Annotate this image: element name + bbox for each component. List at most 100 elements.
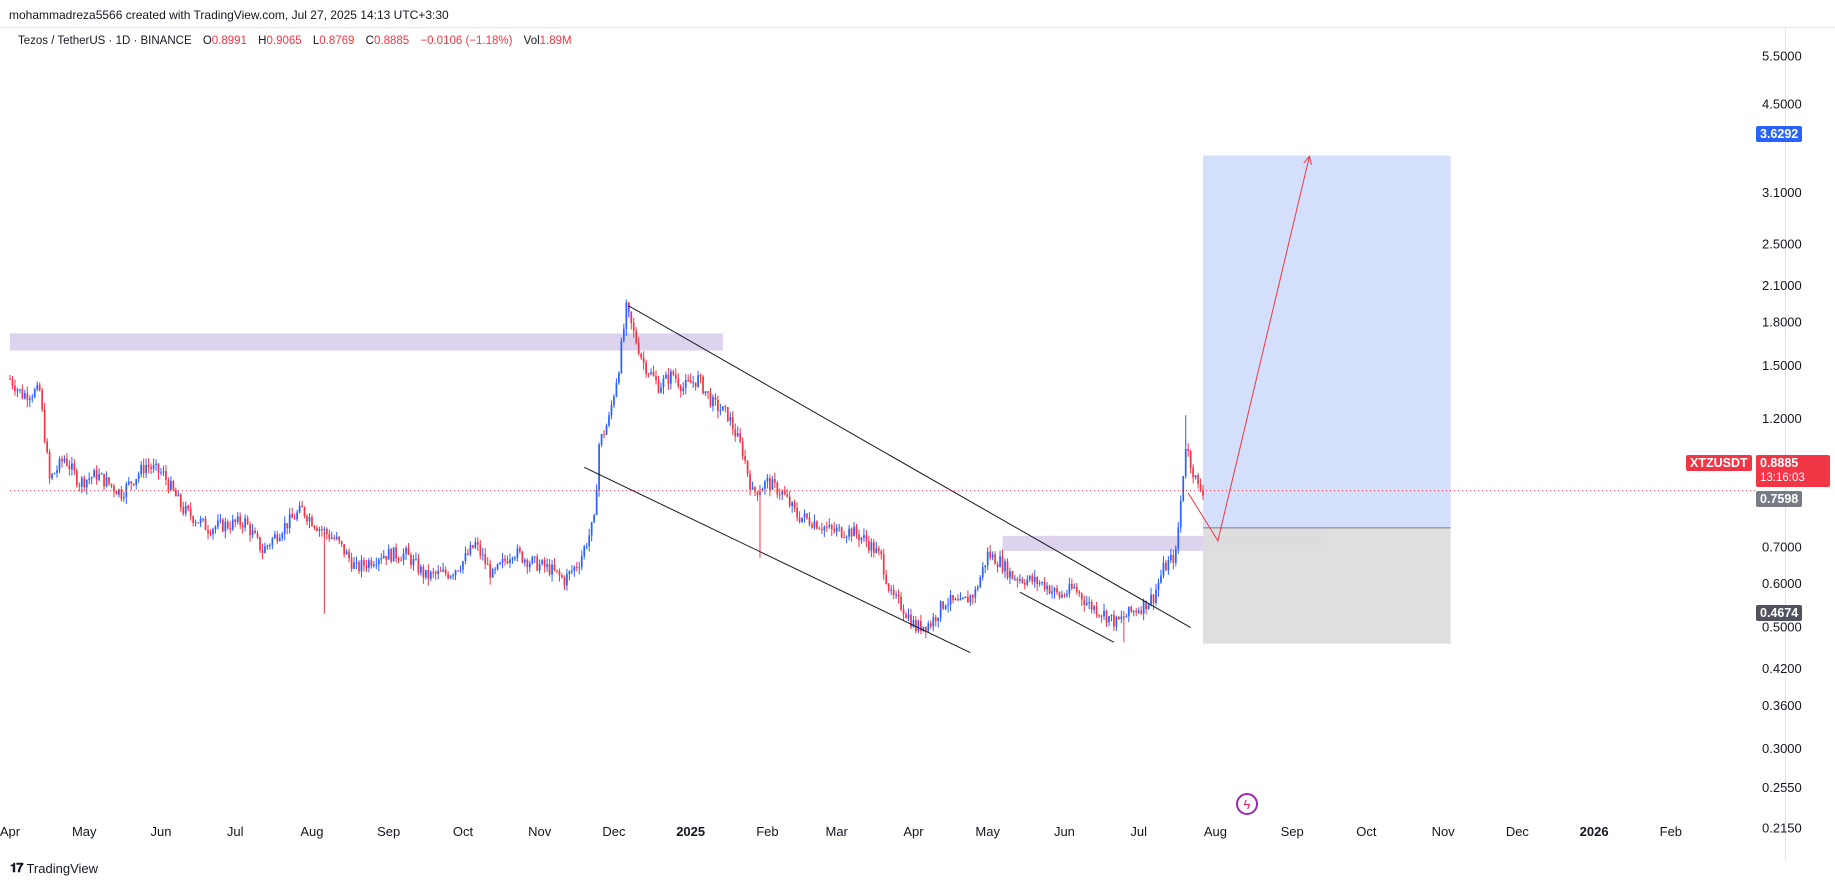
candle-body (301, 505, 303, 508)
candle-body (46, 441, 48, 453)
candle-body (1021, 579, 1024, 583)
candle-body (798, 517, 801, 522)
last-price-tag: 0.8885 13:16:03 (1756, 455, 1830, 487)
candle-body (825, 526, 828, 528)
candle-body (365, 565, 368, 568)
candle-body (900, 596, 902, 610)
candle-body (313, 526, 316, 528)
candle-body (964, 596, 967, 599)
candle-body (729, 417, 732, 421)
candle-body (872, 542, 875, 553)
candle-body (1194, 475, 1197, 478)
candle-body (61, 458, 63, 462)
candle-body (271, 538, 274, 545)
candle-body (603, 434, 605, 436)
candle-body (848, 528, 850, 537)
candle-body (816, 521, 818, 529)
candle-body (303, 507, 306, 517)
candle-body (1157, 582, 1160, 590)
candle-body (786, 494, 789, 497)
time-tick-label: Apr (903, 824, 924, 839)
candle-body (915, 620, 917, 632)
candle-body (736, 433, 739, 437)
chart-pane[interactable] (10, 28, 1786, 860)
candle-body (427, 570, 430, 579)
time-tick-label: Feb (1660, 824, 1682, 839)
candle-body (38, 384, 41, 391)
candle-body (41, 390, 44, 410)
candle-body (801, 517, 803, 522)
time-tick-label: 2026 (1580, 824, 1609, 839)
price-tick-label: 0.3000 (1762, 741, 1802, 756)
candle-body (533, 556, 536, 558)
candle-body (647, 373, 650, 375)
candle-body (1090, 602, 1093, 610)
candle-body (1199, 483, 1202, 491)
candle-body (1051, 591, 1053, 594)
candle-body (1177, 527, 1180, 550)
candle-body (1142, 600, 1145, 614)
candle-body (637, 342, 640, 354)
candle-body (912, 620, 915, 627)
price-axis[interactable]: 5.5000 4.5000 3.1000 2.5000 2.1000 1.8000 1.50… (1762, 49, 1802, 836)
time-axis[interactable]: Apr May Jun Jul Aug Sep Oct Nov Dec 2025 Feb Mar Apr… (0, 824, 1682, 839)
candle-body (766, 477, 769, 482)
candle-body (662, 378, 665, 388)
candle-body (484, 554, 487, 564)
time-tick-label: Aug (1204, 824, 1227, 839)
candle-body (1006, 561, 1009, 578)
candle-body (1137, 610, 1140, 613)
candle-body (892, 589, 895, 595)
candle-body (217, 520, 219, 527)
candle-body (1011, 571, 1014, 580)
candle-body (608, 415, 610, 426)
candle-body (127, 481, 130, 484)
candle-body (1115, 616, 1118, 627)
candle-body (1162, 562, 1165, 576)
candle-body (397, 558, 400, 560)
candle-body (249, 524, 251, 536)
candle-body (499, 562, 501, 565)
candle-body (417, 558, 420, 573)
candle-body (622, 328, 625, 341)
candle-body (276, 534, 279, 541)
candle-body (712, 396, 714, 407)
volume-value: 1.89M (539, 35, 572, 47)
candle-body (387, 549, 390, 560)
candle-body (494, 569, 497, 571)
candle-body (11, 379, 14, 386)
candle-body (251, 530, 254, 536)
candle-body (670, 371, 672, 384)
candle-body (212, 529, 214, 535)
candle-body (1073, 586, 1076, 589)
candle-body (1132, 610, 1135, 612)
candle-body (1028, 575, 1031, 580)
trend-lines[interactable] (584, 155, 1312, 654)
candle-body (820, 528, 823, 531)
candle-body (375, 564, 378, 566)
lightning-icon[interactable]: ϟ (1236, 793, 1258, 815)
candle-body (724, 406, 727, 408)
candle-body (771, 479, 774, 490)
candle-body (791, 502, 794, 506)
candle-body (288, 514, 291, 529)
long-position-tool[interactable] (1203, 155, 1451, 644)
time-tick-label: Feb (756, 824, 778, 839)
candle-body (605, 425, 608, 435)
tradingview-brand[interactable]: 𝟏𝟕 TradingView (10, 860, 98, 876)
candle-body (1014, 578, 1016, 580)
candle-body (51, 473, 53, 479)
candle-body (531, 557, 534, 564)
candle-body (952, 595, 954, 600)
candle-body (471, 545, 474, 548)
candle-body (1083, 599, 1086, 605)
time-tick-label: Oct (453, 824, 474, 839)
candle-body (947, 604, 949, 606)
candle-body (588, 535, 591, 547)
candle-body (479, 544, 482, 556)
drawing-zones[interactable] (10, 333, 1327, 551)
candle-body (420, 566, 422, 573)
candle-body (214, 526, 217, 530)
candle-body (585, 546, 588, 548)
